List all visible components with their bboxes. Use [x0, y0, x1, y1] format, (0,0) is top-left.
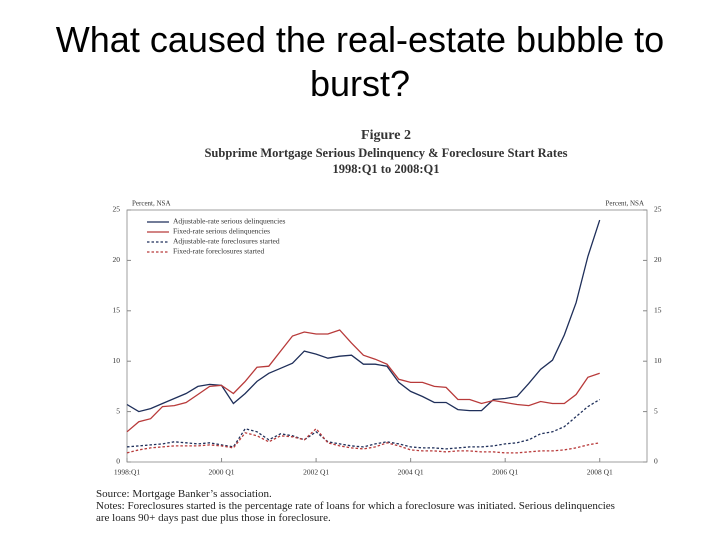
y-tick-label: 15: [113, 306, 121, 315]
y2-tick-label: 20: [654, 255, 662, 264]
y-tick-label: 20: [113, 255, 121, 264]
series-line: [126, 398, 601, 450]
x-tick-label: 2008 Q1: [587, 468, 613, 477]
y2-tick-label: 10: [654, 356, 662, 365]
y-axis-label: Percent, NSA: [132, 200, 171, 208]
y2-axis-label: Percent, NSA: [606, 200, 645, 208]
y-tick-label: 0: [116, 457, 120, 466]
chart-date-range: 1998:Q1 to 2008:Q1: [333, 162, 440, 176]
y-tick-label: 25: [113, 205, 121, 214]
legend-label: Fixed-rate foreclosures started: [173, 247, 264, 256]
y-tick-label: 10: [113, 356, 121, 365]
x-tick-label: 1998:Q1: [114, 468, 141, 477]
x-tick-label: 2002 Q1: [303, 468, 329, 477]
y2-tick-label: 5: [654, 406, 658, 415]
y2-tick-label: 25: [654, 205, 662, 214]
x-tick-label: 2006 Q1: [492, 468, 518, 477]
y-tick-label: 5: [116, 406, 120, 415]
chart-title: Figure 2: [361, 128, 411, 143]
legend-label: Fixed-rate serious delinquencies: [173, 227, 270, 236]
series-line: [126, 427, 600, 454]
x-tick-label: 2000 Q1: [209, 468, 235, 477]
notes: Notes: Foreclosures started is the perce…: [96, 500, 615, 524]
source: Source: Mortgage Banker’s association.: [96, 488, 272, 500]
legend-label: Adjustable-rate serious delinquencies: [173, 217, 286, 226]
plot-frame: [126, 209, 648, 463]
chart-subtitle: Subprime Mortgage Serious Delinquency & …: [204, 146, 567, 160]
y2-tick-label: 15: [654, 306, 662, 315]
x-tick-label: 2004 Q1: [398, 468, 424, 477]
y2-tick-label: 0: [654, 457, 658, 466]
series-line: [126, 219, 601, 413]
slide-title: What caused the real-estate bubble to bu…: [55, 19, 665, 104]
legend-label: Adjustable-rate foreclosures started: [173, 237, 280, 246]
series-line: [126, 329, 600, 433]
